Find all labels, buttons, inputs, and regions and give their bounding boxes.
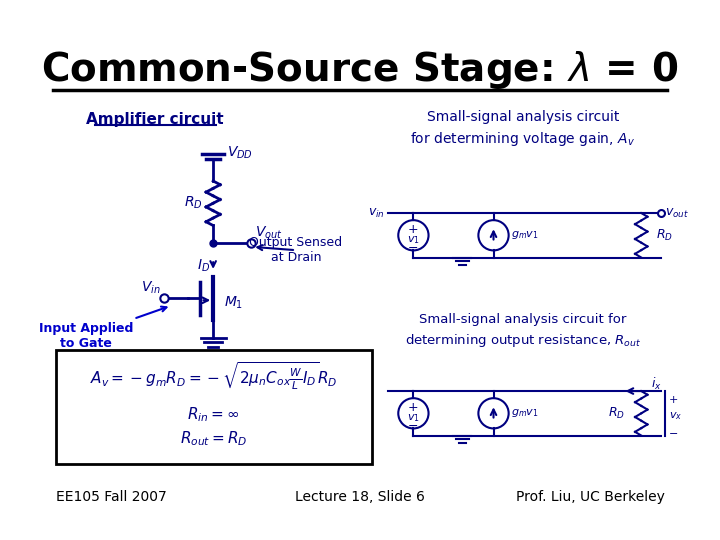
Text: $A_v = -g_m R_D = -\sqrt{2\mu_n C_{ox} \frac{W}{L} I_D} R_D$: $A_v = -g_m R_D = -\sqrt{2\mu_n C_{ox} \… bbox=[90, 361, 338, 393]
Text: $R_D$: $R_D$ bbox=[184, 195, 203, 212]
Text: $v_{in}$: $v_{in}$ bbox=[368, 206, 385, 220]
Text: $I_D$: $I_D$ bbox=[197, 258, 210, 274]
Text: $v_x$: $v_x$ bbox=[669, 410, 682, 422]
Text: Prof. Liu, UC Berkeley: Prof. Liu, UC Berkeley bbox=[516, 490, 665, 504]
Text: $v_{out}$: $v_{out}$ bbox=[665, 206, 689, 220]
Text: $v_1$: $v_1$ bbox=[407, 412, 420, 424]
Text: $M_1$: $M_1$ bbox=[224, 295, 243, 311]
Circle shape bbox=[478, 220, 508, 251]
Text: EE105 Fall 2007: EE105 Fall 2007 bbox=[55, 490, 166, 504]
Text: $g_m v_1$: $g_m v_1$ bbox=[511, 407, 539, 419]
Text: Small-signal analysis circuit
for determining voltage gain, $A_v$: Small-signal analysis circuit for determ… bbox=[410, 110, 635, 148]
Text: $R_D$: $R_D$ bbox=[655, 228, 672, 243]
Text: Lecture 18, Slide 6: Lecture 18, Slide 6 bbox=[295, 490, 425, 504]
Circle shape bbox=[398, 220, 428, 251]
Circle shape bbox=[478, 398, 508, 428]
Text: $v_1$: $v_1$ bbox=[407, 234, 420, 246]
FancyBboxPatch shape bbox=[55, 350, 372, 464]
Text: −: − bbox=[669, 429, 678, 439]
Text: $R_D$: $R_D$ bbox=[608, 406, 625, 421]
Text: +: + bbox=[408, 224, 419, 237]
Text: $R_{out} = R_D$: $R_{out} = R_D$ bbox=[180, 430, 248, 448]
Text: $g_m v_1$: $g_m v_1$ bbox=[511, 230, 539, 241]
Text: $V_{in}$: $V_{in}$ bbox=[141, 279, 161, 296]
Text: $V_{DD}$: $V_{DD}$ bbox=[228, 144, 253, 161]
Text: $R_{in} = \infty$: $R_{in} = \infty$ bbox=[187, 405, 240, 423]
Text: Input Applied
to Gate: Input Applied to Gate bbox=[39, 307, 166, 349]
Text: −: − bbox=[408, 420, 418, 433]
Circle shape bbox=[398, 398, 428, 428]
Text: Small-signal analysis circuit for
determining output resistance, $R_{out}$: Small-signal analysis circuit for determ… bbox=[405, 313, 641, 349]
Text: $i_x$: $i_x$ bbox=[651, 376, 662, 392]
Text: +: + bbox=[408, 401, 419, 415]
Text: Amplifier circuit: Amplifier circuit bbox=[86, 112, 224, 127]
Text: −: − bbox=[408, 242, 418, 255]
Text: Output Sensed
at Drain: Output Sensed at Drain bbox=[249, 236, 343, 264]
Text: $V_{out}$: $V_{out}$ bbox=[255, 224, 283, 241]
Text: Common-Source Stage: $\lambda$ = 0: Common-Source Stage: $\lambda$ = 0 bbox=[42, 49, 678, 91]
Text: +: + bbox=[669, 395, 678, 405]
